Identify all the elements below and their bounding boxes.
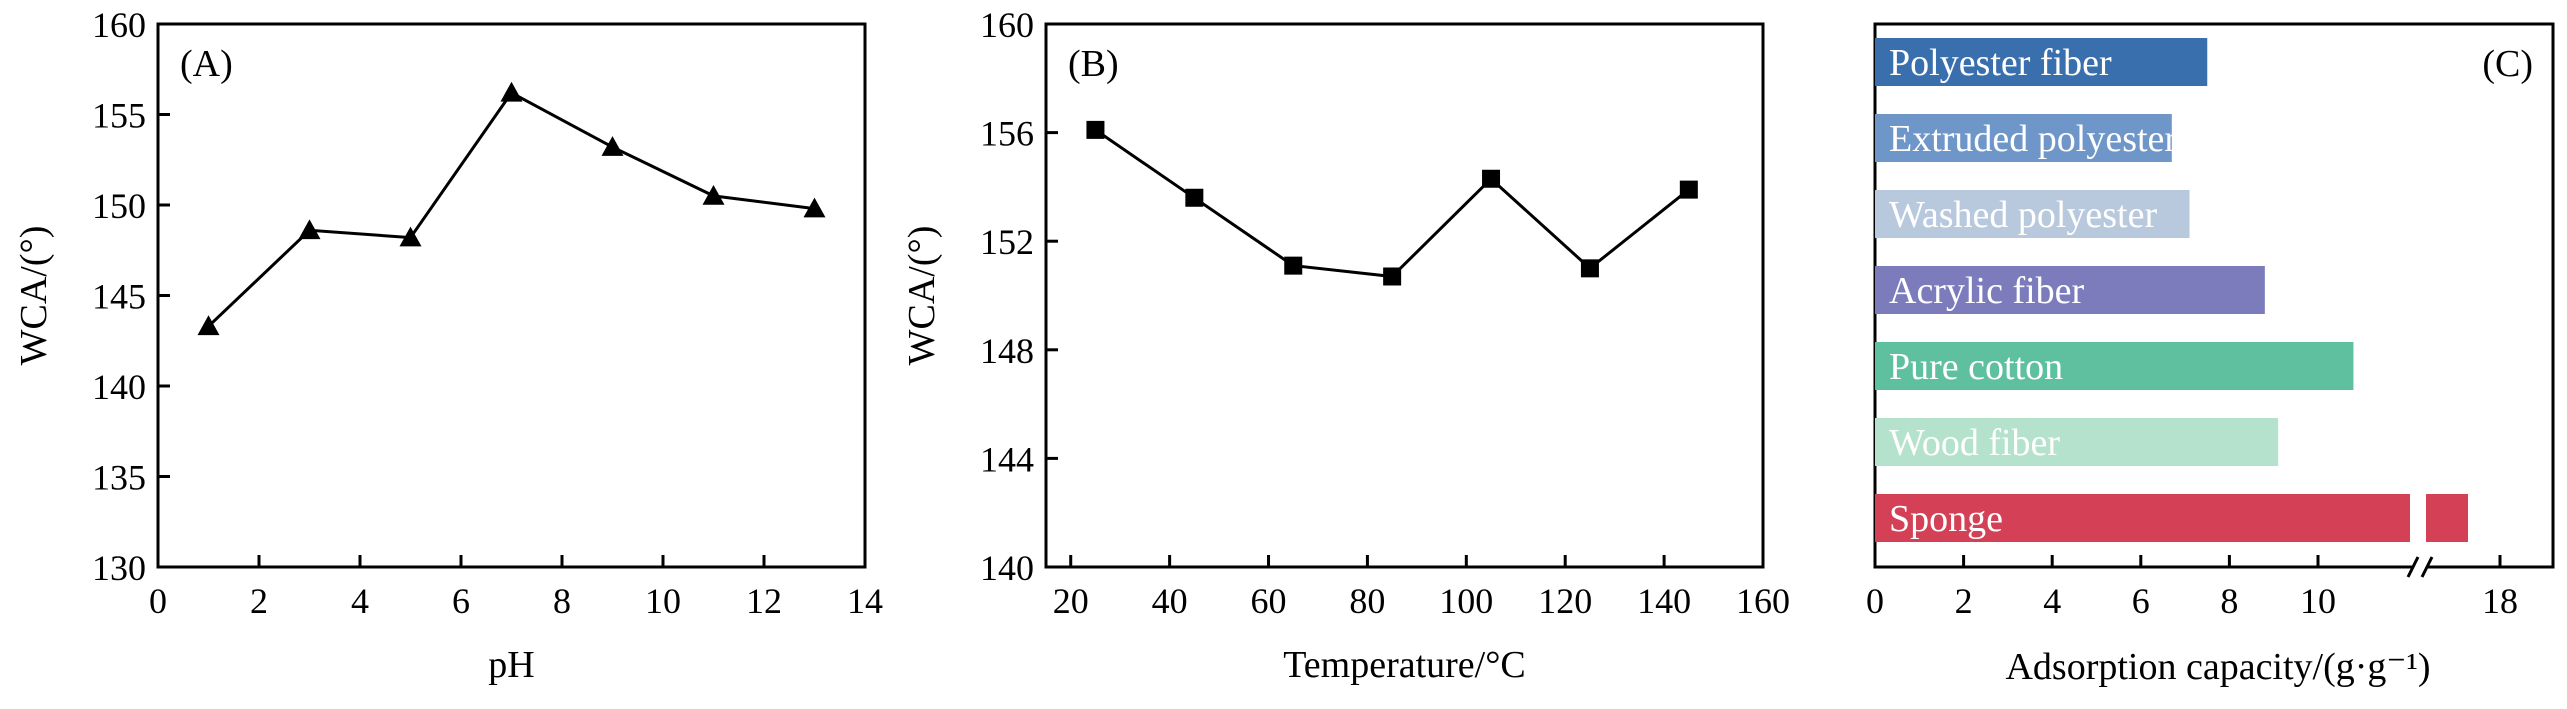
x-tick-label: 14 xyxy=(847,581,883,621)
bar xyxy=(1875,190,2190,238)
series-line xyxy=(1094,128,1690,279)
data-point-square xyxy=(1383,267,1402,286)
bar xyxy=(1875,418,2279,466)
plot-frame xyxy=(156,22,867,569)
x-tick-label: 100 xyxy=(1439,581,1493,621)
plot-frame xyxy=(1044,22,1765,569)
x-tick-label: 0 xyxy=(1866,581,1884,621)
data-point-triangle xyxy=(197,315,220,336)
data-point-square xyxy=(1086,120,1105,139)
y-tick-label: 140 xyxy=(92,367,146,407)
y-tick-label: 156 xyxy=(980,114,1034,154)
x-tick-label: 160 xyxy=(1736,581,1790,621)
x-tick-label: 6 xyxy=(452,581,470,621)
x-tick-label: 4 xyxy=(351,581,369,621)
x-axis-title: Adsorption capacity/(g·g⁻¹) xyxy=(2005,646,2430,688)
x-tick-label: 2 xyxy=(1955,581,1973,621)
panel-label: (A) xyxy=(180,43,233,85)
data-point-triangle xyxy=(702,184,725,205)
bar-category-label: Sponge xyxy=(1889,498,2003,540)
data-point-square xyxy=(1580,259,1599,278)
data-point-triangle xyxy=(601,136,624,156)
y-tick-label: 130 xyxy=(92,548,146,588)
x-axis-title: pH xyxy=(488,644,534,686)
x-tick-label: 140 xyxy=(1637,581,1691,621)
data-point-triangle xyxy=(298,219,321,240)
panel-a-wca-vs-ph: 0 2 4 6 8 10 12 14 130 135 140 145 150 155 160 pH WCA/(°… xyxy=(13,5,883,686)
x-tick-label: 10 xyxy=(2300,581,2336,621)
x-tick-label: 120 xyxy=(1538,581,1592,621)
x-tick-label: 4 xyxy=(2043,581,2061,621)
x-tick-label: 60 xyxy=(1251,581,1287,621)
y-tick-label: 160 xyxy=(980,5,1034,45)
y-tick-label: 135 xyxy=(92,458,146,498)
y-axis-title: WCA/(°) xyxy=(13,226,55,366)
y-axis-title: WCA/(°) xyxy=(901,226,943,366)
bar-category-label: Polyester fiber xyxy=(1889,42,2112,84)
data-point-triangle xyxy=(399,226,422,247)
x-tick-label: 12 xyxy=(746,581,782,621)
bar xyxy=(1875,114,2172,162)
x-tick-label: 8 xyxy=(553,581,571,621)
data-point-square xyxy=(1185,188,1204,207)
x-tick-label: 2 xyxy=(250,581,268,621)
x-tick-label: 80 xyxy=(1349,581,1385,621)
data-point-triangle xyxy=(803,197,826,218)
panel-c-adsorption-capacity: Polyester fiber Extruded polyester Washed … xyxy=(1866,22,2555,688)
y-tick-label: 140 xyxy=(980,548,1034,588)
panel-b-wca-vs-temperature: 20 40 60 80 100 120 140 160 140 144 148 152 156 160 Te… xyxy=(901,5,1790,686)
bar xyxy=(1875,342,2354,390)
x-tick-label: 40 xyxy=(1152,581,1188,621)
x-tick-label: 6 xyxy=(2132,581,2150,621)
bar-category-label: Extruded polyester xyxy=(1889,118,2177,160)
bar xyxy=(1875,266,2265,314)
axis-break-mark xyxy=(2420,556,2434,578)
data-point-square xyxy=(1482,169,1501,188)
bar-category-label: Pure cotton xyxy=(1889,346,2063,388)
x-tick-label: 10 xyxy=(645,581,681,621)
series-line xyxy=(207,90,815,328)
axis-break-mark xyxy=(2406,556,2420,578)
y-tick-label: 150 xyxy=(92,186,146,226)
bar-category-label: Washed polyester xyxy=(1889,194,2157,236)
x-tick-label: 8 xyxy=(2220,581,2238,621)
data-point-square xyxy=(1679,180,1698,199)
x-tick-label: 18 xyxy=(2482,581,2518,621)
y-tick-label: 148 xyxy=(980,331,1034,371)
bar-category-label: Wood fiber xyxy=(1889,422,2060,464)
panel-label: (B) xyxy=(1068,43,1119,85)
bar xyxy=(1875,494,2410,542)
x-tick-label: 20 xyxy=(1053,581,1089,621)
bar-category-label: Acrylic fiber xyxy=(1889,270,2085,312)
bar xyxy=(1875,38,2208,86)
panel-label: (C) xyxy=(2482,43,2533,85)
y-tick-label: 152 xyxy=(980,222,1034,262)
bar-segment-after-break xyxy=(2426,494,2468,542)
data-point-triangle xyxy=(500,81,523,102)
y-tick-label: 160 xyxy=(92,5,146,45)
data-point-square xyxy=(1284,256,1303,275)
y-tick-label: 144 xyxy=(980,439,1034,479)
x-tick-label: 0 xyxy=(149,581,167,621)
y-tick-label: 145 xyxy=(92,277,146,317)
y-tick-label: 155 xyxy=(92,96,146,136)
x-axis-title: Temperature/°C xyxy=(1283,644,1526,686)
